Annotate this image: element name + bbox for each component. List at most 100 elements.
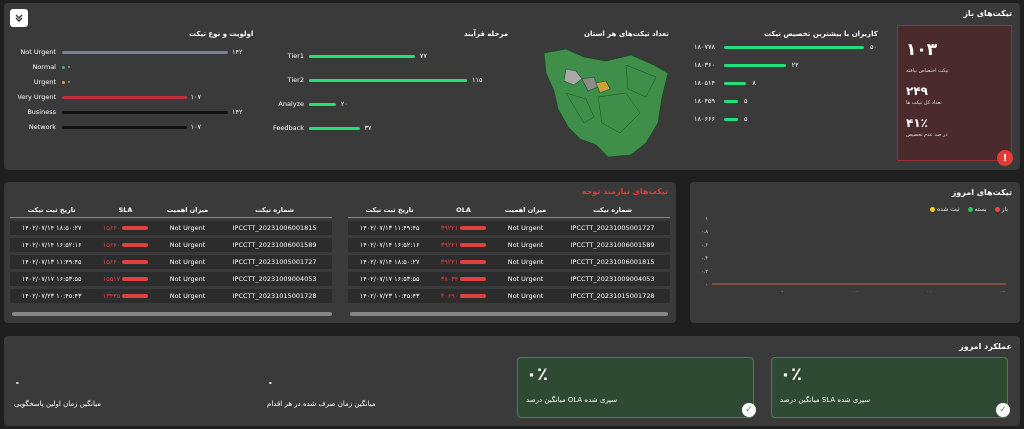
map-title: تعداد تیکت‌های هر استان (584, 30, 669, 38)
table-header[interactable]: تاریخ ثبت تیکت (348, 203, 432, 218)
table-header[interactable]: OLA (431, 203, 496, 218)
sla-progress-bar (122, 243, 149, 247)
table-row[interactable]: ۱۴۰۲/۰۷/۱۴ ۱۶:۵۲:۱۶ ۳۹۲۲۱ Not Urgent IPCCTT… (348, 238, 670, 252)
table-row[interactable]: ۱۴۰۲/۰۷/۲۳ ۱۰:۴۵:۴۳ ۱۳۴۳۵ Not Urgent IPCCTT… (10, 289, 332, 303)
sla-value: ۳۹۲۲۱ (440, 241, 459, 249)
process-bar (309, 79, 467, 82)
table-header[interactable]: شماره تیکت (217, 203, 332, 218)
x-tick-label: ۱۲:۰۰ (853, 291, 865, 292)
priority-dot (68, 66, 70, 68)
alert-icon[interactable]: ! (997, 150, 1013, 166)
sla-progress-bar (460, 277, 487, 281)
table-cell: IPCCTT_20231009004053 (555, 272, 670, 286)
table-cell: IPCCTT_20231006001589 (555, 238, 670, 252)
ola-table-scrollbar[interactable] (350, 312, 668, 316)
user-bar (724, 100, 738, 103)
iran-province-map[interactable] (536, 43, 676, 163)
sla-progress-bar (122, 226, 149, 230)
priority-name[interactable]: Very Urgent (17, 93, 56, 101)
table-cell: ۱۴۰۲/۰۷/۲۳ ۱۰:۴۵:۴۳ (10, 289, 94, 303)
sla-table[interactable]: تاریخ ثبت تیکت SLA میزان اهمیت شماره تیکت ۱… (10, 200, 332, 306)
table-row[interactable]: ۱۴۰۲/۰۷/۱۴ ۱۸:۵۰:۲۷ ۱۵۶۶۰ Not Urgent IPCCTT… (10, 221, 332, 235)
sla-card-label: میانگین درصد SLA سپری شده (780, 396, 871, 404)
x-tick-label: ۱۸:۰۰ (926, 291, 938, 292)
sla-progress-bar (460, 260, 487, 264)
sla-progress-bar (122, 277, 149, 281)
priority-name[interactable]: Network (28, 123, 56, 131)
user-name[interactable]: ۱۸۰۴۵۹ (694, 97, 715, 105)
user-name[interactable]: ۱۸۰۷۷۸ (694, 43, 715, 51)
sla-table-scrollbar[interactable] (12, 312, 332, 316)
user-value: ۵ (744, 115, 748, 123)
y-tick-label: ۰ (705, 282, 708, 288)
table-row[interactable]: ۱۴۰۲/۰۷/۲۳ ۱۰:۴۵:۴۳ ۳۰۶۹۰ Not Urgent IPCCTT… (348, 289, 670, 303)
table-header[interactable]: شماره تیکت (555, 203, 670, 218)
sla-value: ۱۵۵۱۷ (102, 275, 121, 283)
sla-progress-bar (122, 294, 149, 298)
process-bar (309, 55, 415, 58)
first-response-value: ۰ (14, 376, 21, 389)
priority-value: ۱۴۲ (232, 48, 243, 56)
priority-name[interactable]: Urgent (33, 78, 56, 86)
table-cell: ۱۴۰۲/۰۷/۱۷ ۱۶:۵۳:۵۵ (348, 272, 432, 286)
process-name[interactable]: Tier2 (287, 76, 304, 84)
x-tick-label: ۶:۰۰ (781, 291, 791, 292)
priority-name[interactable]: Not Urgent (20, 48, 56, 56)
legend-dot (930, 207, 935, 212)
table-cell: ۳۹۲۲۱ (431, 221, 496, 235)
process-name[interactable]: Feedback (273, 124, 304, 132)
table-row[interactable]: ۱۴۰۲/۰۷/۱۳ ۱۱:۴۹:۴۵ ۳۹۲۲۱ Not Urgent IPCCTT… (348, 221, 670, 235)
ola-card-value: ۰٪ (526, 364, 548, 385)
table-header[interactable]: SLA (93, 203, 158, 218)
process-bar (309, 127, 360, 130)
process-chart-title: مرحله فرآیند (464, 30, 509, 38)
priority-name[interactable]: Normal (32, 63, 56, 71)
table-cell: IPCCTT_20231015001728 (555, 289, 670, 303)
table-cell: IPCCTT_20231006001815 (555, 255, 670, 269)
performance-title: عملکرد امروز (959, 342, 1012, 351)
legend-dot (967, 207, 973, 212)
table-cell: Not Urgent (495, 255, 556, 269)
first-response-label: میانگین زمان اولین پاسخگویی (14, 400, 101, 408)
table-header[interactable]: میزان اهمیت (157, 203, 218, 218)
table-row[interactable]: ۱۴۰۲/۰۷/۱۷ ۱۶:۵۳:۵۵ ۱۵۵۱۷ Not Urgent IPCCTT… (10, 272, 332, 286)
table-row[interactable]: ۱۴۰۲/۰۷/۱۴ ۱۶:۵۲:۱۶ ۱۵۶۶۰ Not Urgent IPCCTT… (10, 238, 332, 252)
sla-value: ۳۹۲۲۱ (440, 224, 459, 232)
process-value: ۲۰ (340, 100, 348, 108)
sla-progress-bar (460, 226, 487, 230)
table-cell: ۳۸۰۳۴ (431, 272, 496, 286)
sla-progress-bar (460, 243, 487, 247)
open-tickets-panel: تیکت‌های باز ۱۰۳ تیکت اختصاص نیافته ۲۴۹ … (4, 3, 1020, 170)
today-tickets-chart: ۰ ۰.۲ ۰.۴ ۰.۶ ۰.۸ ۱ ۰:۰۰ ۶:۰۰ ۱۲:۰۰ ۱۸:۰۰ ۲۴:۰۰ (701, 216, 1012, 292)
legend-item[interactable]: باز (994, 206, 1008, 213)
legend-label: ثبت شده (937, 206, 960, 213)
table-row[interactable]: ۱۴۰۲/۰۷/۱۴ ۱۸:۵۰:۲۷ ۳۹۲۲۱ Not Urgent IPCCTT… (348, 255, 670, 269)
priority-name[interactable]: Business (27, 108, 56, 116)
legend-item[interactable]: بسته (967, 206, 987, 213)
kpi-percent-label: در صد عدم تخصیص (906, 132, 948, 138)
table-header[interactable]: میزان اهمیت (495, 203, 556, 218)
legend-item[interactable]: ثبت شده (930, 206, 960, 213)
sla-value: ۱۳۴۳۵ (102, 292, 121, 300)
table-row[interactable]: ۱۴۰۲/۰۷/۱۷ ۱۶:۵۳:۵۵ ۳۸۰۳۴ Not Urgent IPCCTT… (348, 272, 670, 286)
attention-title: تیکت‌های نیازمند توجه (581, 187, 668, 196)
user-name[interactable]: ۱۸۰۵۱۴ (694, 79, 715, 87)
process-name[interactable]: Analyze (278, 100, 304, 108)
chart-legend: ثبت شده بسته باز (930, 206, 1008, 213)
table-cell: IPCCTT_20231005001727 (555, 221, 670, 235)
process-name[interactable]: Tier1 (287, 52, 304, 60)
user-bar (724, 46, 864, 49)
priority-value: ۱۰۷ (190, 93, 201, 101)
user-name[interactable]: ۱۸۰۶۶۶ (694, 115, 715, 123)
y-tick-label: ۱ (705, 216, 708, 222)
collapse-button[interactable] (10, 9, 28, 27)
table-cell: ۱۴۰۲/۰۷/۱۷ ۱۶:۵۳:۵۵ (10, 272, 94, 286)
action-time-value: ۰ (267, 376, 274, 389)
user-name[interactable]: ۱۸۰۳۶۰ (694, 61, 715, 69)
user-value: ۵۰ (870, 43, 877, 51)
table-header[interactable]: تاریخ ثبت تیکت (10, 203, 94, 218)
table-row[interactable]: ۱۴۰۲/۰۷/۱۳ ۱۱:۴۹:۴۵ ۱۵۶۶۰ Not Urgent IPCCTT… (10, 255, 332, 269)
attention-panel: تیکت‌های نیازمند توجه تاریخ ثبت تیکت SLA م… (4, 182, 676, 323)
ola-table[interactable]: تاریخ ثبت تیکت OLA میزان اهمیت شماره تیکت ۱… (348, 200, 670, 306)
priority-bar (62, 126, 187, 129)
